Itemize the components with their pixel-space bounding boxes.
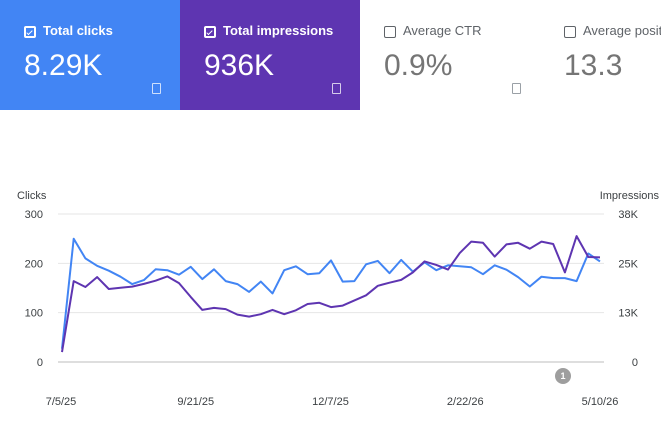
x-axis-tick-label: 5/10/26 bbox=[582, 396, 619, 408]
help-icon[interactable] bbox=[512, 83, 521, 94]
average-position-label: Average positi bbox=[583, 23, 661, 38]
metric-cards: Total clicks 8.29K Total impressions 936… bbox=[0, 0, 661, 110]
total-clicks-value: 8.29K bbox=[24, 49, 103, 82]
average-ctr-value: 0.9% bbox=[384, 49, 453, 82]
total-impressions-value: 936K bbox=[204, 49, 275, 82]
help-icon[interactable] bbox=[332, 83, 341, 94]
left-axis-tick-label: 0 bbox=[37, 357, 43, 369]
checkbox-checked-icon[interactable] bbox=[24, 26, 36, 38]
right-axis-title: Impressions bbox=[599, 190, 659, 202]
checkbox-checked-icon[interactable] bbox=[204, 26, 216, 38]
left-axis-tick-label: 100 bbox=[25, 308, 43, 320]
left-axis-tick-label: 200 bbox=[25, 258, 43, 270]
annotation-marker[interactable] bbox=[555, 368, 571, 384]
total-impressions-card[interactable]: Total impressions 936K bbox=[180, 0, 360, 110]
clicks-series-line bbox=[61, 237, 601, 349]
right-axis-tick-label: 25K bbox=[618, 258, 638, 270]
right-axis-tick-label: 0 bbox=[632, 357, 638, 369]
right-axis-tick-label: 38K bbox=[618, 209, 638, 221]
average-position-value: 13.3 bbox=[564, 49, 623, 82]
performance-chart: 300 38K 200 25K 100 13K 0 0 7/5/25 9/21/25 12/7/25… bbox=[25, 209, 639, 408]
total-impressions-label: Total impressions bbox=[223, 23, 334, 38]
checkbox-unchecked-icon[interactable] bbox=[384, 26, 396, 38]
right-axis-tick-label: 13K bbox=[618, 308, 638, 320]
left-axis-tick-label: 300 bbox=[25, 209, 43, 221]
x-axis-tick-label: 2/22/26 bbox=[447, 396, 484, 408]
average-ctr-card[interactable]: Average CTR 0.9% bbox=[360, 0, 540, 110]
average-ctr-label: Average CTR bbox=[403, 23, 482, 38]
x-axis-tick-label: 9/21/25 bbox=[177, 396, 214, 408]
average-position-card[interactable]: Average positi 13.3 bbox=[540, 0, 661, 110]
checkbox-unchecked-icon[interactable] bbox=[564, 26, 576, 38]
annotation-marker-label: 1 bbox=[560, 371, 565, 381]
help-icon[interactable] bbox=[152, 83, 161, 94]
total-clicks-label: Total clicks bbox=[43, 23, 113, 38]
impressions-series-line bbox=[61, 235, 601, 353]
x-axis-tick-label: 7/5/25 bbox=[46, 396, 77, 408]
total-clicks-card[interactable]: Total clicks 8.29K bbox=[0, 0, 180, 110]
x-axis-tick-label: 12/7/25 bbox=[312, 396, 349, 408]
left-axis-title: Clicks bbox=[17, 190, 47, 202]
